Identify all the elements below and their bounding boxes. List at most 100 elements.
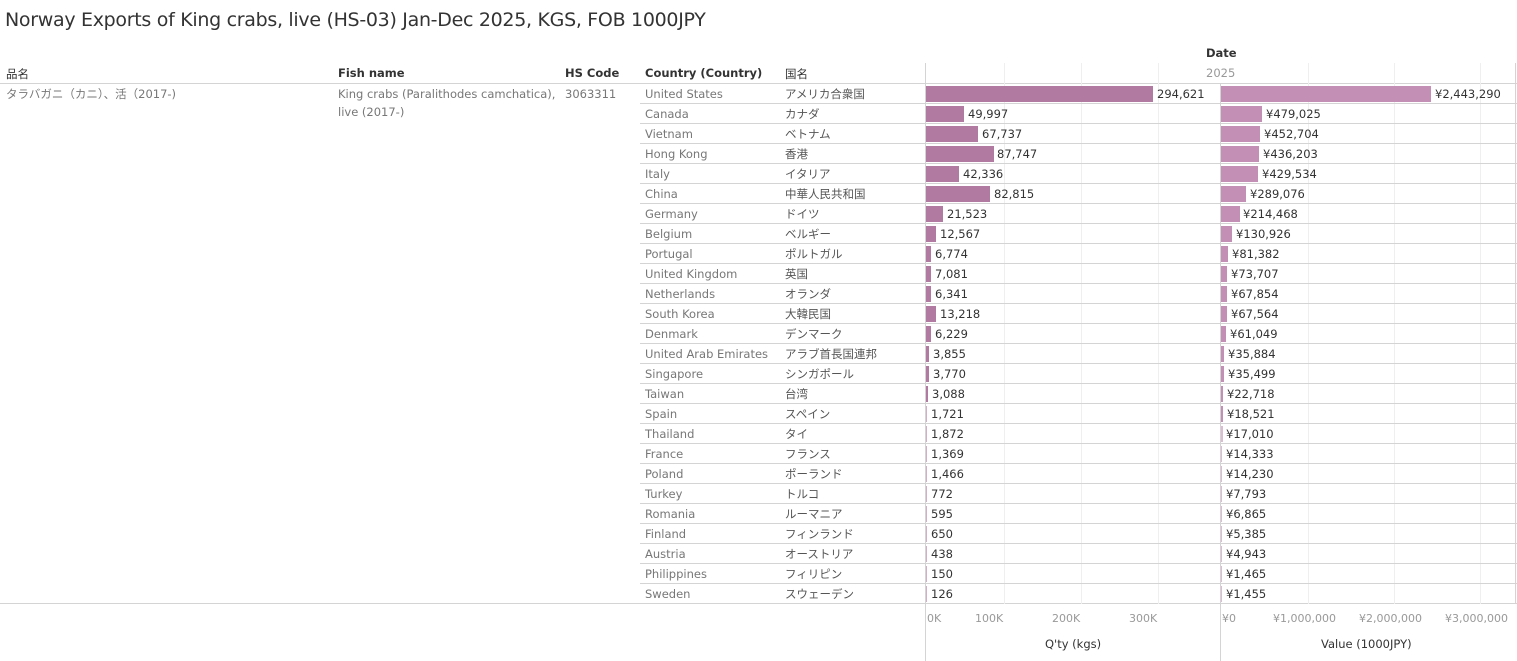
value-bar[interactable]: [1221, 486, 1222, 502]
value-bar[interactable]: [1221, 306, 1227, 322]
value-bar[interactable]: [1221, 86, 1432, 102]
qty-bar[interactable]: [926, 526, 927, 542]
product-hs-code: 3063311: [565, 87, 617, 101]
value-data-label: ¥479,025: [1266, 107, 1321, 121]
value-bar[interactable]: [1221, 246, 1228, 262]
qty-bar[interactable]: [926, 206, 943, 222]
qty-bar[interactable]: [926, 106, 965, 122]
qty-bar[interactable]: [926, 326, 931, 342]
value-bar[interactable]: [1221, 426, 1223, 442]
value-data-label: ¥17,010: [1226, 427, 1274, 441]
value-data-label: ¥2,443,290: [1435, 87, 1501, 101]
country-name-jp: デンマーク: [785, 327, 843, 341]
row-divider: [640, 163, 1517, 164]
country-name-jp: オーストリア: [785, 547, 854, 561]
country-name: Hong Kong: [645, 147, 708, 161]
country-name: Vietnam: [645, 127, 693, 141]
value-bar[interactable]: [1221, 466, 1223, 482]
value-bar[interactable]: [1221, 106, 1263, 122]
value-bar[interactable]: [1221, 186, 1246, 202]
value-bar[interactable]: [1221, 526, 1222, 542]
qty-data-label: 595: [931, 507, 953, 521]
value-axis-title: Value (1000JPY): [1321, 637, 1412, 651]
qty-data-label: 13,218: [940, 307, 981, 321]
qty-data-label: 126: [931, 587, 953, 601]
qty-data-label: 6,341: [935, 287, 968, 301]
value-bar[interactable]: [1221, 546, 1222, 562]
value-bar[interactable]: [1221, 206, 1240, 222]
qty-bar[interactable]: [926, 586, 927, 602]
value-bar[interactable]: [1221, 286, 1227, 302]
value-bar[interactable]: [1221, 506, 1222, 522]
value-bar[interactable]: [1221, 446, 1223, 462]
qty-bar[interactable]: [926, 506, 927, 522]
value-bar[interactable]: [1221, 266, 1228, 282]
qty-bar[interactable]: [926, 406, 928, 422]
country-name-jp: ポーランド: [785, 467, 843, 481]
row-divider: [640, 223, 1517, 224]
row-divider: [640, 483, 1517, 484]
qty-bar[interactable]: [926, 286, 931, 302]
qty-bar[interactable]: [926, 566, 927, 582]
qty-bar[interactable]: [926, 306, 937, 322]
qty-bar[interactable]: [926, 246, 932, 262]
qty-bar[interactable]: [926, 146, 994, 162]
country-name-jp: 台湾: [785, 387, 808, 401]
row-divider: [640, 263, 1517, 264]
qty-bar[interactable]: [926, 546, 927, 562]
qty-bar[interactable]: [926, 86, 1153, 102]
country-name-jp: 香港: [785, 147, 808, 161]
qty-data-label: 772: [931, 487, 953, 501]
qty-data-label: 82,815: [994, 187, 1035, 201]
value-bar[interactable]: [1221, 366, 1225, 382]
qty-bar[interactable]: [926, 446, 928, 462]
qty-bar[interactable]: [926, 266, 932, 282]
qty-bar[interactable]: [926, 186, 990, 202]
value-bar[interactable]: [1221, 346, 1225, 362]
qty-gridline: [1158, 63, 1159, 604]
qty-bar[interactable]: [926, 486, 927, 502]
value-data-label: ¥5,385: [1226, 527, 1267, 541]
value-data-label: ¥35,499: [1228, 367, 1276, 381]
value-tick-label: ¥1,000,000: [1273, 612, 1336, 625]
value-bar[interactable]: [1221, 586, 1222, 602]
value-data-label: ¥22,718: [1227, 387, 1275, 401]
country-name: South Korea: [645, 307, 715, 321]
country-name-jp: カナダ: [785, 107, 820, 121]
row-divider: [640, 583, 1517, 584]
country-name-jp: ポルトガル: [785, 247, 843, 261]
qty-bar[interactable]: [926, 126, 979, 142]
value-bar[interactable]: [1221, 406, 1223, 422]
value-bar[interactable]: [1221, 126, 1260, 142]
value-bar[interactable]: [1221, 146, 1259, 162]
country-name-jp: トルコ: [785, 487, 820, 501]
qty-data-label: 3,088: [932, 387, 965, 401]
country-name: Thailand: [645, 427, 695, 441]
qty-bar[interactable]: [926, 386, 929, 402]
value-bar[interactable]: [1221, 226, 1233, 242]
qty-bar[interactable]: [926, 226, 936, 242]
row-divider: [640, 203, 1517, 204]
qty-bar[interactable]: [926, 466, 928, 482]
country-name-jp: タイ: [785, 427, 808, 441]
country-name: Germany: [645, 207, 698, 221]
value-data-label: ¥214,468: [1243, 207, 1298, 221]
country-name-jp: アラブ首長国連邦: [785, 347, 877, 361]
value-bar[interactable]: [1221, 166, 1258, 182]
value-bar[interactable]: [1221, 326, 1227, 342]
row-divider: [640, 543, 1517, 544]
value-data-label: ¥67,854: [1231, 287, 1279, 301]
date-header: Date: [1206, 46, 1237, 60]
qty-bar[interactable]: [926, 166, 959, 182]
qty-bar[interactable]: [926, 426, 928, 442]
row-divider: [640, 383, 1517, 384]
qty-bar[interactable]: [926, 366, 929, 382]
qty-bar[interactable]: [926, 346, 929, 362]
value-data-label: ¥7,793: [1226, 487, 1267, 501]
year-header: 2025: [1206, 66, 1236, 80]
value-bar[interactable]: [1221, 566, 1222, 582]
qty-gridline: [1081, 63, 1082, 604]
value-gridline: [1308, 63, 1309, 604]
value-bar[interactable]: [1221, 386, 1223, 402]
value-data-label: ¥6,865: [1226, 507, 1267, 521]
